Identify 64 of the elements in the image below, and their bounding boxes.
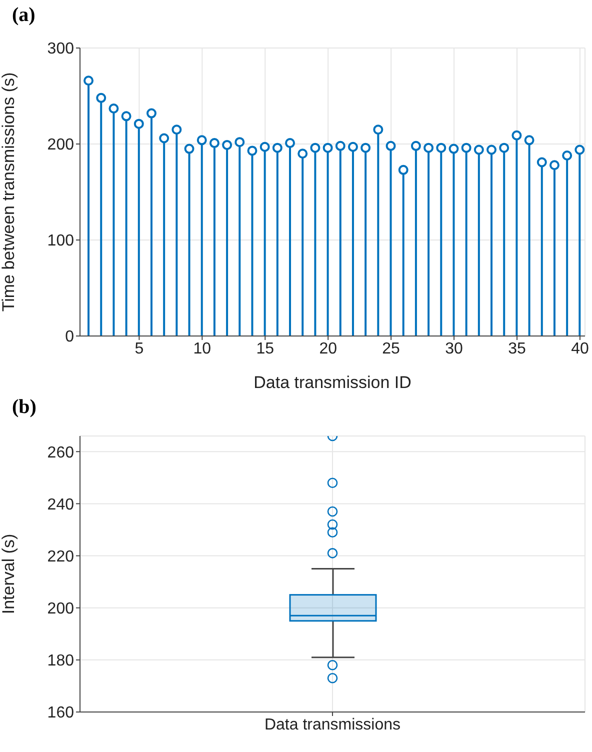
point [348, 142, 358, 152]
point [424, 142, 434, 153]
point [410, 140, 421, 151]
x-tick-label: 40 [571, 340, 589, 358]
point [121, 111, 132, 122]
point [285, 138, 296, 148]
point [222, 140, 232, 150]
x-tick-label: 15 [256, 340, 274, 358]
point [196, 135, 207, 146]
chart-title: (b) [11, 395, 38, 420]
y-tick-label: 260 [47, 444, 74, 462]
point [134, 118, 144, 129]
point [386, 140, 396, 151]
point [448, 144, 459, 154]
point [96, 92, 106, 103]
point [549, 160, 560, 170]
point [172, 124, 182, 135]
x-tick-label: 30 [445, 340, 464, 358]
y-tick-label: 160 [47, 704, 74, 722]
x-tick-label: 20 [319, 340, 338, 358]
point [234, 137, 245, 148]
x-tick-label: 25 [382, 340, 400, 358]
point [84, 76, 94, 86]
point [562, 150, 572, 161]
point [322, 142, 333, 153]
point [486, 144, 497, 155]
point [536, 157, 547, 168]
y-axis-title: Interval (s) [0, 534, 18, 614]
point [260, 142, 270, 152]
point [247, 146, 258, 156]
y-axis-title: Time between transmissions (s) [0, 72, 18, 312]
x-tick-label: 5 [134, 340, 144, 358]
point [512, 130, 522, 140]
point [360, 142, 371, 153]
point [499, 142, 510, 153]
x-tick-label: 10 [193, 340, 212, 358]
y-tick-label: 200 [47, 136, 74, 154]
point [474, 144, 484, 155]
x-axis-title: Data transmission ID [254, 373, 412, 392]
point [310, 142, 320, 153]
point [461, 142, 472, 153]
point [108, 103, 119, 114]
point [298, 148, 308, 159]
point [373, 124, 384, 135]
point [209, 138, 220, 148]
x-tick-label: Data transmissions [264, 716, 401, 734]
point [184, 144, 194, 154]
y-tick-label: 200 [47, 600, 74, 618]
y-tick-label: 100 [47, 232, 74, 250]
point [398, 164, 408, 175]
y-tick-label: 300 [47, 40, 74, 58]
point [436, 142, 446, 153]
point [574, 144, 585, 155]
point [335, 140, 346, 151]
y-tick-label: 0 [65, 328, 74, 346]
y-tick-label: 220 [47, 548, 74, 566]
y-tick-label: 180 [47, 652, 74, 670]
point [524, 135, 534, 146]
y-tick-label: 240 [47, 496, 74, 514]
chart-title: (a) [11, 3, 36, 28]
point [272, 142, 282, 153]
point [159, 133, 170, 144]
x-tick-label: 35 [508, 340, 526, 358]
point [146, 108, 156, 118]
